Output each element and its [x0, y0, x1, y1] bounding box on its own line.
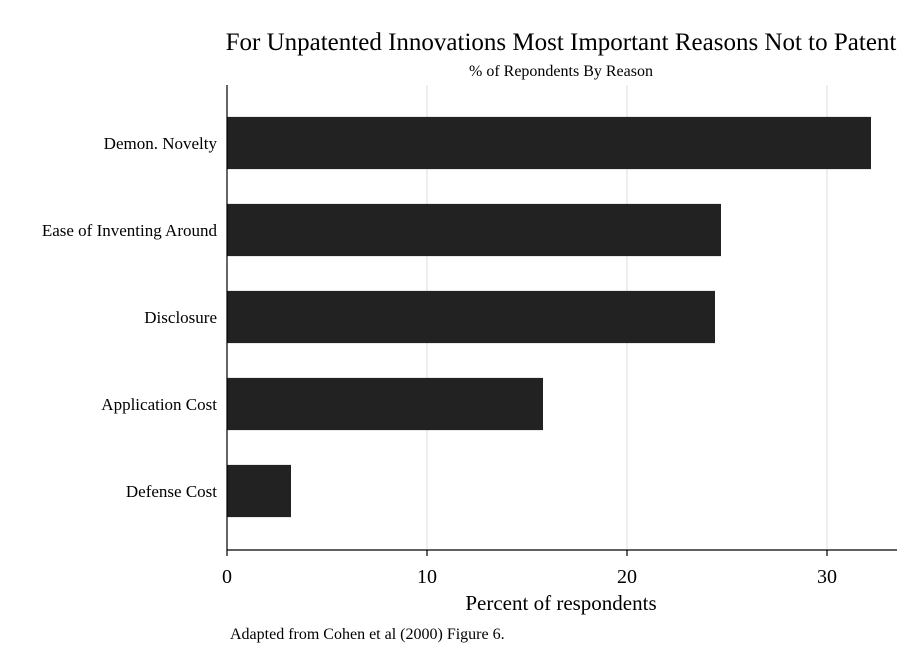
x-axis-ticks: 0 10 20 30 [222, 550, 837, 588]
category-label: Application Cost [101, 395, 217, 414]
x-axis-label: Percent of respondents [465, 591, 656, 615]
chart-title: For Unpatented Innovations Most Importan… [226, 29, 897, 56]
bars [227, 117, 871, 517]
bar [227, 204, 721, 256]
source-note: Adapted from Cohen et al (2000) Figure 6… [230, 626, 505, 643]
x-tick-label: 20 [617, 566, 637, 588]
bar [227, 465, 291, 517]
category-label: Demon. Novelty [104, 134, 218, 153]
x-tick-label: 30 [817, 566, 837, 588]
category-label: Defense Cost [126, 482, 217, 501]
category-label: Ease of Inventing Around [42, 221, 218, 240]
chart-subtitle: % of Repondents By Reason [469, 63, 653, 80]
bar [227, 378, 543, 430]
x-tick-label: 0 [222, 566, 232, 588]
category-labels: Demon. Novelty Ease of Inventing Around Di… [42, 134, 218, 501]
bar [227, 117, 871, 169]
bar [227, 291, 715, 343]
category-label: Disclosure [144, 308, 217, 327]
x-tick-label: 10 [417, 566, 437, 588]
